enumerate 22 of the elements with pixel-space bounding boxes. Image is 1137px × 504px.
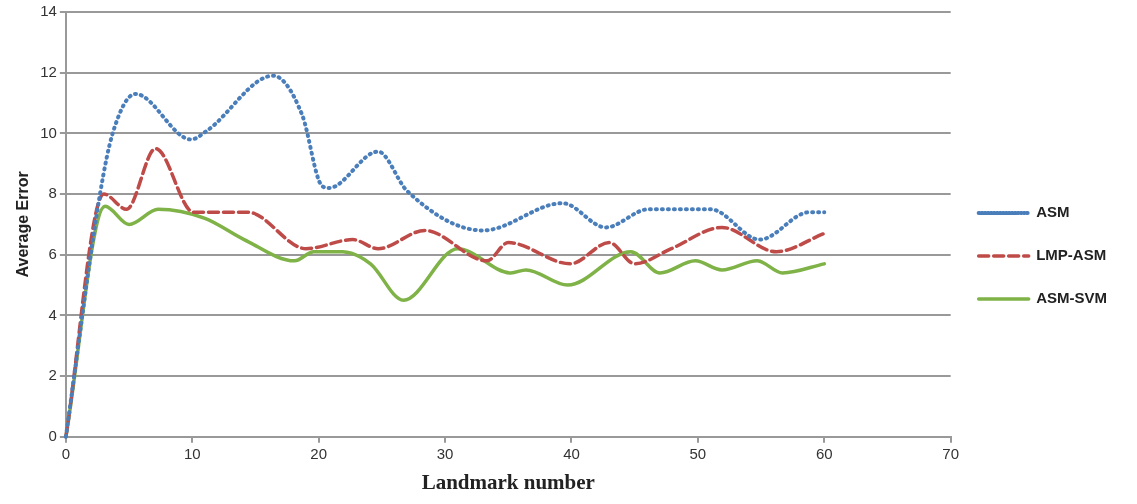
y-tick-label: 0 [48, 426, 57, 444]
x-tick-label: 70 [942, 444, 960, 462]
x-tick-label: 10 [183, 444, 201, 462]
y-axis-title: Average Error [14, 171, 32, 278]
line-series [63, 73, 827, 439]
y-tick-label: 6 [48, 244, 57, 262]
y-tick-label: 8 [48, 184, 57, 202]
x-tick-label: 0 [61, 444, 71, 462]
y-tick-label: 12 [40, 62, 57, 80]
x-tick-label: 40 [563, 444, 580, 462]
x-tick-label: 50 [689, 444, 707, 462]
y-tick-label: 2 [48, 366, 57, 384]
x-tick-label: 60 [815, 444, 833, 462]
legend-label: ASM [1036, 203, 1070, 221]
y-tick-label: 10 [40, 123, 57, 141]
x-tick-label: 20 [310, 444, 328, 462]
legend-label: LMP-ASM [1036, 246, 1107, 264]
x-tick-label: 30 [436, 444, 454, 462]
y-tick-label: 4 [48, 305, 57, 323]
legend-label: ASM-SVM [1036, 289, 1108, 307]
x-axis-title: Landmark number [421, 469, 595, 494]
y-tick-label: 14 [40, 2, 57, 20]
